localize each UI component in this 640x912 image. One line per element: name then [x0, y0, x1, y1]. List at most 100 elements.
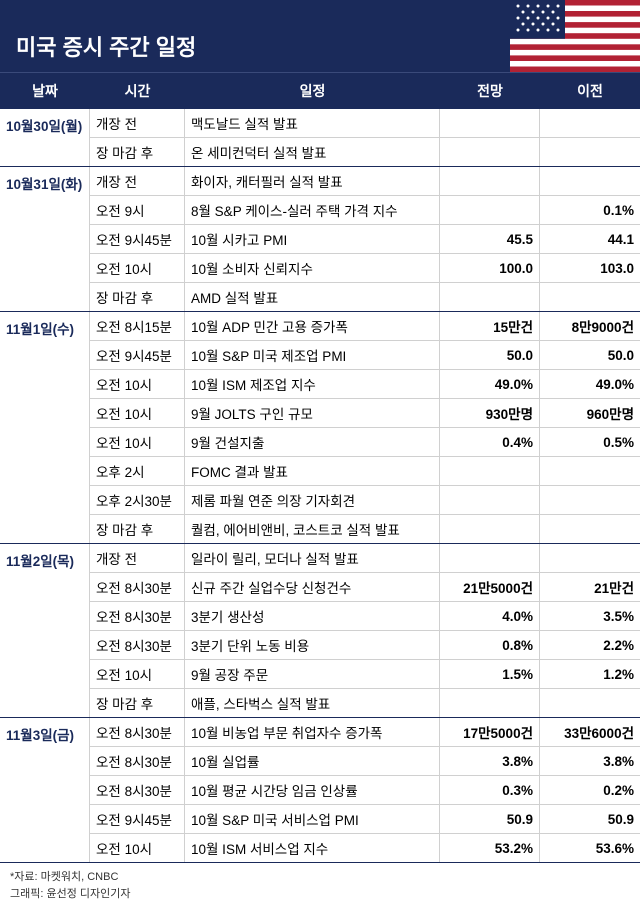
- table-row: 오전 10시10월 소비자 신뢰지수100.0103.0: [90, 254, 640, 283]
- time-cell: 장 마감 후: [90, 283, 185, 311]
- schedule-container: 미국 증시 주간 일정 날짜 시: [0, 0, 640, 912]
- footer-source: *자료: 마켓워치, CNBC: [10, 869, 630, 886]
- forecast-cell: 0.8%: [440, 631, 540, 659]
- time-cell: 오전 8시30분: [90, 747, 185, 775]
- time-cell: 오전 9시45분: [90, 805, 185, 833]
- event-cell: 일라이 릴리, 모더나 실적 발표: [185, 544, 440, 572]
- previous-cell: [540, 457, 640, 485]
- forecast-cell: 3.8%: [440, 747, 540, 775]
- forecast-cell: [440, 283, 540, 311]
- forecast-cell: 4.0%: [440, 602, 540, 630]
- table-row: 오전 10시9월 건설지출0.4%0.5%: [90, 428, 640, 457]
- date-cell: 10월31일(화): [0, 167, 90, 311]
- time-cell: 오전 8시30분: [90, 718, 185, 746]
- previous-cell: 3.5%: [540, 602, 640, 630]
- previous-cell: 53.6%: [540, 834, 640, 862]
- event-cell: 10월 ISM 제조업 지수: [185, 370, 440, 398]
- event-cell: 10월 S&P 미국 서비스업 PMI: [185, 805, 440, 833]
- event-cell: 애플, 스타벅스 실적 발표: [185, 689, 440, 717]
- time-cell: 오전 8시30분: [90, 631, 185, 659]
- date-group: 10월30일(월)개장 전맥도날드 실적 발표장 마감 후온 세미컨덕터 실적 …: [0, 109, 640, 167]
- time-cell: 오전 9시45분: [90, 341, 185, 369]
- forecast-cell: 53.2%: [440, 834, 540, 862]
- time-cell: 오후 2시: [90, 457, 185, 485]
- forecast-cell: [440, 167, 540, 195]
- event-cell: 3분기 생산성: [185, 602, 440, 630]
- table-row: 오전 10시9월 JOLTS 구인 규모930만명960만명: [90, 399, 640, 428]
- previous-cell: [540, 283, 640, 311]
- event-cell: 화이자, 캐터필러 실적 발표: [185, 167, 440, 195]
- time-cell: 오전 9시45분: [90, 225, 185, 253]
- previous-cell: [540, 138, 640, 166]
- event-cell: 10월 시카고 PMI: [185, 225, 440, 253]
- table-row: 장 마감 후퀄컴, 에어비앤비, 코스트코 실적 발표: [90, 515, 640, 543]
- header: 미국 증시 주간 일정: [0, 0, 640, 72]
- previous-cell: 44.1: [540, 225, 640, 253]
- forecast-cell: 49.0%: [440, 370, 540, 398]
- table-row: 오전 8시30분10월 비농업 부문 취업자수 증가폭17만5000건33만60…: [90, 718, 640, 747]
- previous-cell: 50.0: [540, 341, 640, 369]
- previous-cell: [540, 515, 640, 543]
- col-header-date: 날짜: [0, 73, 90, 109]
- date-group: 10월31일(화)개장 전화이자, 캐터필러 실적 발표오전 9시8월 S&P …: [0, 167, 640, 312]
- forecast-cell: [440, 138, 540, 166]
- event-cell: 퀄컴, 에어비앤비, 코스트코 실적 발표: [185, 515, 440, 543]
- time-cell: 오전 8시30분: [90, 776, 185, 804]
- event-cell: 9월 JOLTS 구인 규모: [185, 399, 440, 427]
- table-row: 오전 8시30분신규 주간 실업수당 신청건수21만5000건21만건: [90, 573, 640, 602]
- date-cell: 11월3일(금): [0, 718, 90, 862]
- previous-cell: 1.2%: [540, 660, 640, 688]
- rows-wrap: 오전 8시15분10월 ADP 민간 고용 증가폭15만건8만9000건오전 9…: [90, 312, 640, 543]
- previous-cell: 49.0%: [540, 370, 640, 398]
- time-cell: 오전 10시: [90, 254, 185, 282]
- table-row: 오전 10시10월 ISM 제조업 지수49.0%49.0%: [90, 370, 640, 399]
- event-cell: 10월 S&P 미국 제조업 PMI: [185, 341, 440, 369]
- previous-cell: [540, 689, 640, 717]
- table-header: 날짜 시간 일정 전망 이전: [0, 72, 640, 109]
- table-row: 오전 10시9월 공장 주문1.5%1.2%: [90, 660, 640, 689]
- event-cell: 10월 평균 시간당 임금 인상률: [185, 776, 440, 804]
- date-cell: 10월30일(월): [0, 109, 90, 166]
- time-cell: 개장 전: [90, 109, 185, 137]
- previous-cell: 103.0: [540, 254, 640, 282]
- table-row: 오후 2시FOMC 결과 발표: [90, 457, 640, 486]
- table-row: 장 마감 후AMD 실적 발표: [90, 283, 640, 311]
- rows-wrap: 개장 전맥도날드 실적 발표장 마감 후온 세미컨덕터 실적 발표: [90, 109, 640, 166]
- time-cell: 오전 10시: [90, 399, 185, 427]
- col-header-forecast: 전망: [440, 73, 540, 109]
- time-cell: 오전 10시: [90, 370, 185, 398]
- col-header-previous: 이전: [540, 73, 640, 109]
- time-cell: 오전 8시30분: [90, 573, 185, 601]
- previous-cell: [540, 486, 640, 514]
- us-flag-icon: [510, 0, 640, 72]
- forecast-cell: 1.5%: [440, 660, 540, 688]
- time-cell: 장 마감 후: [90, 689, 185, 717]
- table-row: 오전 9시45분10월 S&P 미국 서비스업 PMI50.950.9: [90, 805, 640, 834]
- event-cell: 3분기 단위 노동 비용: [185, 631, 440, 659]
- previous-cell: 2.2%: [540, 631, 640, 659]
- previous-cell: 50.9: [540, 805, 640, 833]
- forecast-cell: 0.3%: [440, 776, 540, 804]
- previous-cell: [540, 109, 640, 137]
- event-cell: 신규 주간 실업수당 신청건수: [185, 573, 440, 601]
- rows-wrap: 개장 전일라이 릴리, 모더나 실적 발표오전 8시30분신규 주간 실업수당 …: [90, 544, 640, 717]
- table-row: 개장 전일라이 릴리, 모더나 실적 발표: [90, 544, 640, 573]
- previous-cell: [540, 544, 640, 572]
- table-row: 오전 9시45분10월 S&P 미국 제조업 PMI50.050.0: [90, 341, 640, 370]
- forecast-cell: [440, 457, 540, 485]
- previous-cell: [540, 167, 640, 195]
- previous-cell: 21만건: [540, 573, 640, 601]
- event-cell: 맥도날드 실적 발표: [185, 109, 440, 137]
- date-group: 11월3일(금)오전 8시30분10월 비농업 부문 취업자수 증가폭17만50…: [0, 718, 640, 863]
- table-body: 10월30일(월)개장 전맥도날드 실적 발표장 마감 후온 세미컨덕터 실적 …: [0, 109, 640, 863]
- time-cell: 오전 10시: [90, 428, 185, 456]
- table-row: 개장 전맥도날드 실적 발표: [90, 109, 640, 138]
- time-cell: 오전 8시15분: [90, 312, 185, 340]
- table-row: 개장 전화이자, 캐터필러 실적 발표: [90, 167, 640, 196]
- date-group: 11월2일(목)개장 전일라이 릴리, 모더나 실적 발표오전 8시30분신규 …: [0, 544, 640, 718]
- forecast-cell: [440, 689, 540, 717]
- forecast-cell: 21만5000건: [440, 573, 540, 601]
- table-row: 오전 8시30분3분기 생산성4.0%3.5%: [90, 602, 640, 631]
- previous-cell: 3.8%: [540, 747, 640, 775]
- forecast-cell: 930만명: [440, 399, 540, 427]
